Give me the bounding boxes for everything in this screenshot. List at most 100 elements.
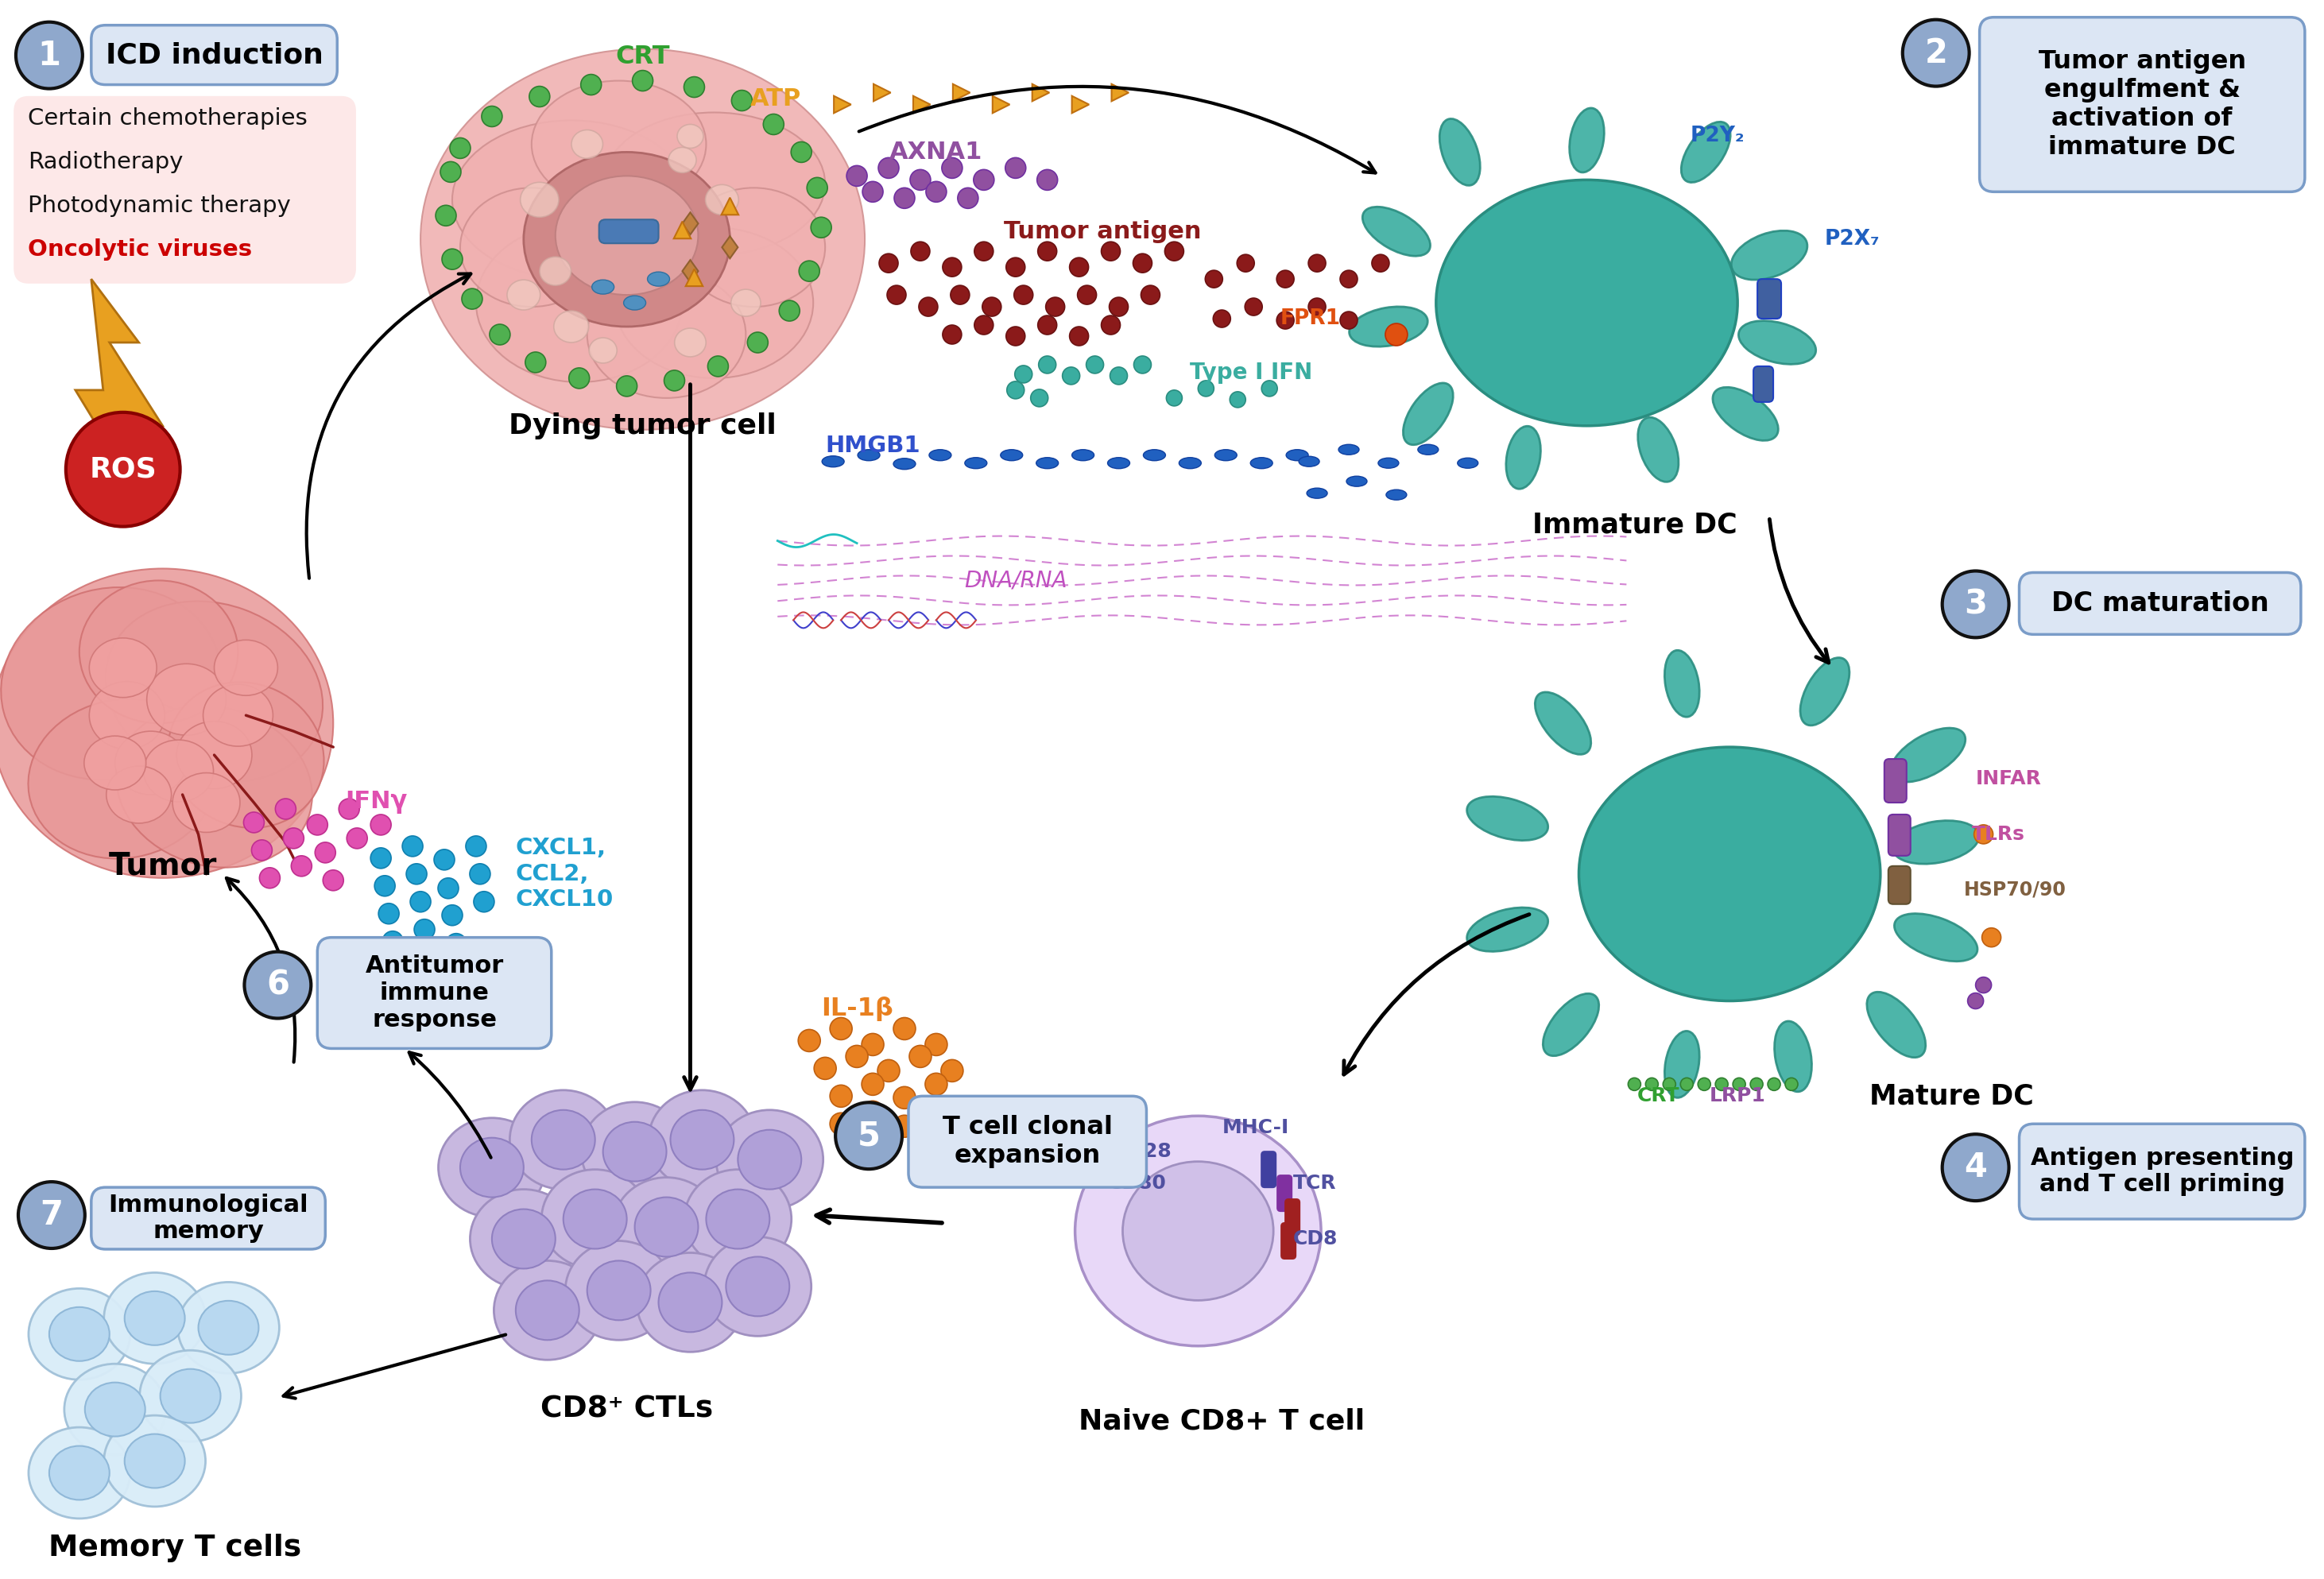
Circle shape — [909, 1045, 932, 1067]
Circle shape — [925, 1033, 948, 1056]
Circle shape — [414, 919, 435, 940]
FancyBboxPatch shape — [1278, 1175, 1292, 1211]
Circle shape — [451, 137, 469, 158]
Circle shape — [1102, 316, 1120, 335]
Ellipse shape — [588, 1260, 651, 1320]
Ellipse shape — [1801, 657, 1850, 725]
Ellipse shape — [214, 639, 277, 695]
Text: ROS: ROS — [88, 456, 156, 483]
Ellipse shape — [1569, 107, 1604, 172]
Ellipse shape — [521, 182, 558, 218]
Ellipse shape — [539, 257, 572, 286]
Circle shape — [370, 848, 390, 868]
Circle shape — [1069, 327, 1088, 346]
Ellipse shape — [1738, 321, 1815, 365]
Circle shape — [402, 835, 423, 856]
Ellipse shape — [116, 706, 311, 867]
Ellipse shape — [1215, 450, 1236, 461]
FancyBboxPatch shape — [1281, 1224, 1294, 1258]
Circle shape — [1664, 1078, 1676, 1091]
Circle shape — [790, 142, 811, 163]
Ellipse shape — [1339, 444, 1360, 455]
Ellipse shape — [1776, 1022, 1813, 1091]
Circle shape — [1109, 297, 1127, 316]
FancyBboxPatch shape — [2020, 573, 2301, 635]
Circle shape — [442, 905, 462, 925]
FancyBboxPatch shape — [1980, 17, 2305, 191]
Circle shape — [446, 933, 467, 954]
Circle shape — [374, 876, 395, 897]
Ellipse shape — [1109, 458, 1129, 469]
Ellipse shape — [1285, 450, 1308, 461]
Ellipse shape — [683, 1170, 792, 1268]
Ellipse shape — [460, 188, 602, 306]
Circle shape — [1111, 366, 1127, 385]
Circle shape — [925, 182, 946, 202]
Circle shape — [632, 71, 653, 92]
Circle shape — [779, 300, 799, 321]
Circle shape — [732, 90, 753, 111]
Ellipse shape — [1664, 651, 1699, 717]
Ellipse shape — [593, 279, 614, 294]
Circle shape — [892, 1086, 916, 1108]
Circle shape — [469, 864, 490, 884]
Ellipse shape — [1578, 747, 1880, 1001]
Text: IFNγ: IFNγ — [346, 791, 407, 815]
Ellipse shape — [1466, 796, 1548, 840]
Ellipse shape — [562, 1189, 627, 1249]
Ellipse shape — [1378, 458, 1399, 469]
Circle shape — [944, 325, 962, 344]
FancyBboxPatch shape — [2020, 1124, 2305, 1219]
Circle shape — [1769, 1078, 1780, 1091]
Ellipse shape — [88, 638, 156, 698]
Circle shape — [888, 286, 906, 305]
Ellipse shape — [553, 311, 588, 343]
Circle shape — [1206, 270, 1222, 287]
Ellipse shape — [1894, 914, 1978, 962]
Ellipse shape — [1037, 458, 1057, 469]
Circle shape — [1006, 257, 1025, 276]
Circle shape — [1734, 1078, 1745, 1091]
Polygon shape — [686, 268, 702, 286]
Circle shape — [862, 1074, 883, 1096]
FancyBboxPatch shape — [318, 938, 551, 1048]
FancyBboxPatch shape — [1262, 1151, 1276, 1187]
Text: CD28: CD28 — [1113, 1142, 1171, 1161]
Polygon shape — [1111, 84, 1129, 101]
Ellipse shape — [495, 1260, 602, 1360]
Ellipse shape — [1346, 477, 1367, 486]
Circle shape — [1246, 298, 1262, 316]
Circle shape — [1016, 365, 1032, 384]
Circle shape — [1943, 1134, 2008, 1200]
Circle shape — [490, 324, 511, 344]
Circle shape — [683, 77, 704, 98]
Text: CD80: CD80 — [1109, 1173, 1167, 1192]
Circle shape — [1341, 270, 1357, 287]
Ellipse shape — [28, 1427, 130, 1519]
Text: Certain chemotherapies: Certain chemotherapies — [28, 107, 307, 129]
Circle shape — [846, 1045, 867, 1067]
Text: 6: 6 — [267, 968, 288, 1001]
Circle shape — [407, 864, 428, 884]
Circle shape — [1236, 254, 1255, 272]
Text: CRT: CRT — [1636, 1086, 1680, 1105]
Ellipse shape — [139, 1350, 242, 1442]
Ellipse shape — [1250, 458, 1274, 469]
Circle shape — [878, 1129, 899, 1151]
Circle shape — [799, 261, 820, 281]
Circle shape — [1680, 1078, 1694, 1091]
Text: 2: 2 — [1924, 36, 1948, 69]
FancyBboxPatch shape — [91, 25, 337, 85]
Circle shape — [437, 878, 458, 898]
Ellipse shape — [460, 1138, 523, 1197]
Ellipse shape — [674, 328, 706, 357]
Circle shape — [462, 289, 483, 309]
Ellipse shape — [1664, 1031, 1699, 1097]
Text: 7: 7 — [40, 1198, 63, 1232]
Ellipse shape — [439, 1118, 546, 1217]
Ellipse shape — [1866, 992, 1927, 1058]
Ellipse shape — [1404, 384, 1452, 445]
Text: TLRs: TLRs — [1971, 824, 2024, 843]
Ellipse shape — [555, 175, 697, 295]
Ellipse shape — [602, 112, 825, 256]
